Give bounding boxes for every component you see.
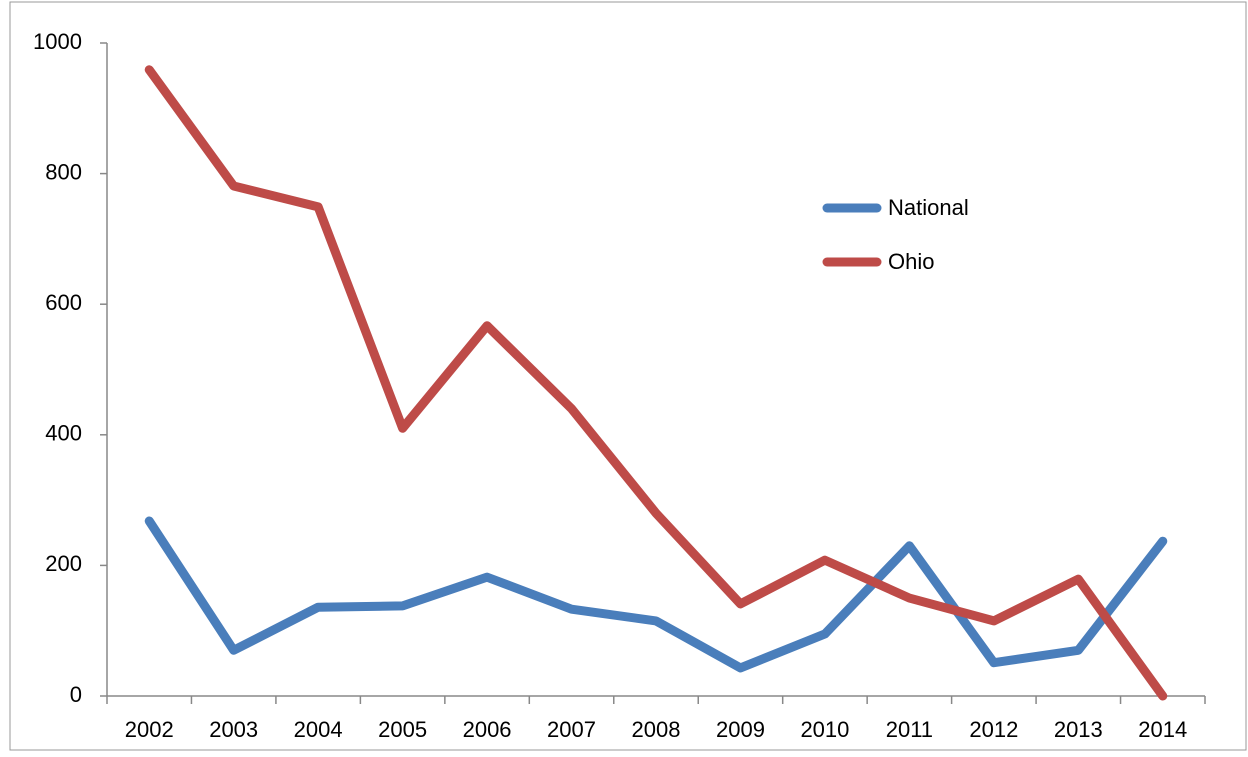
y-tick-label: 200 bbox=[45, 551, 82, 576]
x-tick-label: 2004 bbox=[294, 717, 343, 742]
chart-frame bbox=[9, 1, 1247, 751]
y-tick-label: 400 bbox=[45, 421, 82, 446]
x-tick-label: 2008 bbox=[632, 717, 681, 742]
y-tick-label: 1000 bbox=[33, 29, 82, 54]
x-tick-label: 2006 bbox=[463, 717, 512, 742]
x-tick-label: 2013 bbox=[1054, 717, 1103, 742]
line-series bbox=[144, 65, 1168, 701]
legend-label: National bbox=[888, 195, 969, 220]
x-tick-label: 2005 bbox=[378, 717, 427, 742]
y-tick-label: 800 bbox=[45, 159, 82, 184]
x-tick-label: 2003 bbox=[209, 717, 258, 742]
x-tick-label: 2012 bbox=[969, 717, 1018, 742]
x-tick-label: 2010 bbox=[800, 717, 849, 742]
y-tick-label: 0 bbox=[70, 682, 82, 707]
line-series bbox=[144, 516, 1168, 673]
x-tick-label: 2014 bbox=[1138, 717, 1187, 742]
legend-label: Ohio bbox=[888, 249, 934, 274]
x-tick-label: 2002 bbox=[125, 717, 174, 742]
y-tick-label: 600 bbox=[45, 290, 82, 315]
x-tick-label: 2011 bbox=[886, 717, 933, 742]
x-tick-label: 2007 bbox=[547, 717, 596, 742]
x-tick-label: 2009 bbox=[716, 717, 765, 742]
